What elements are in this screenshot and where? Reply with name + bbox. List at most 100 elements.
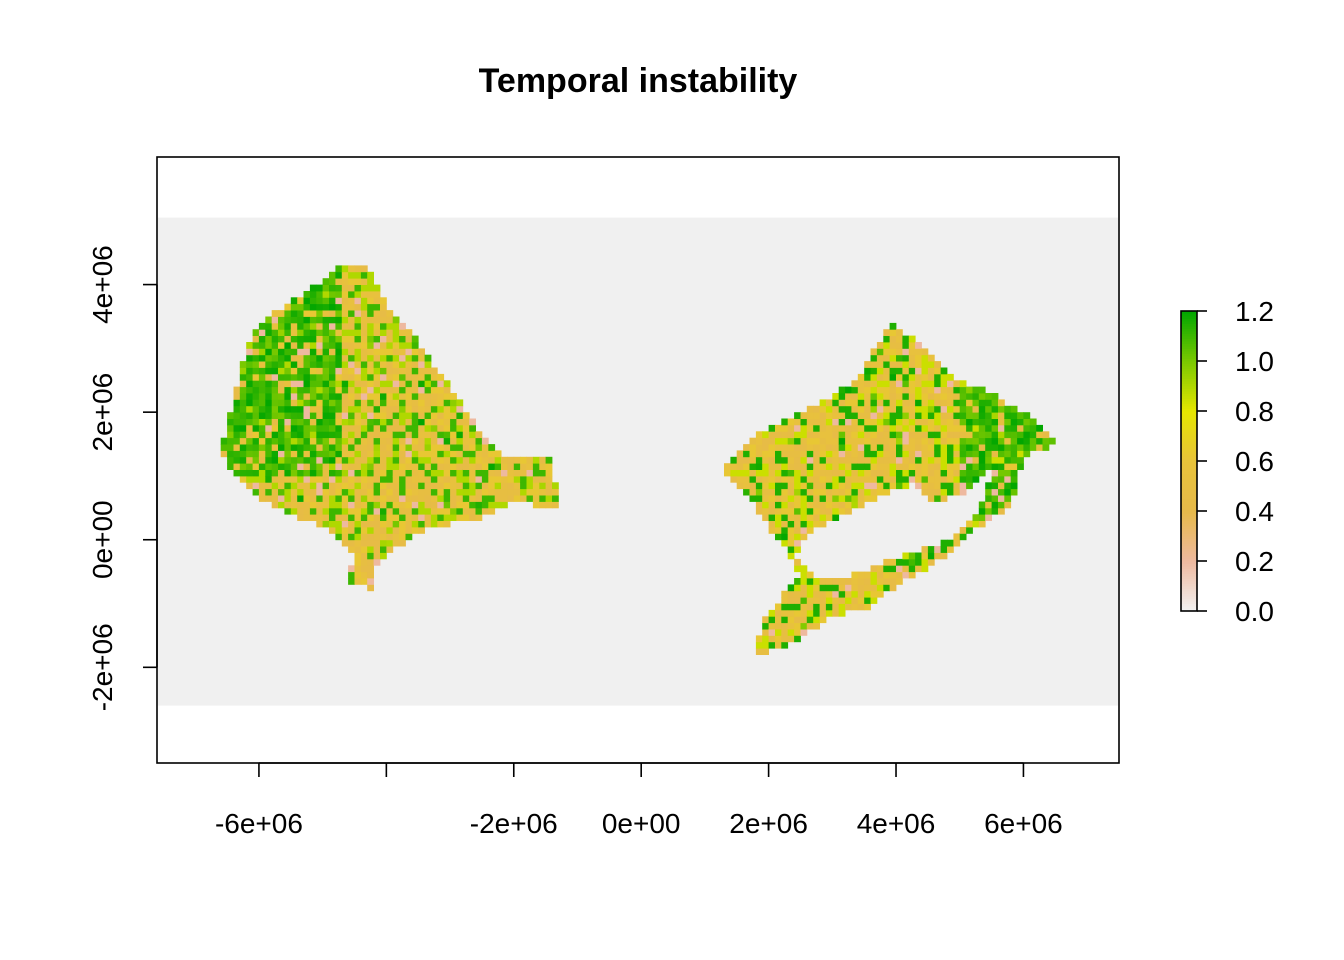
raster-cell — [405, 335, 413, 343]
raster-cell — [354, 533, 362, 541]
raster-cell — [246, 380, 253, 388]
raster-cell — [947, 386, 954, 394]
raster-cell — [806, 609, 814, 617]
raster-cell — [876, 393, 884, 400]
raster-cell — [335, 271, 343, 279]
raster-cell — [469, 437, 476, 445]
raster-cell — [768, 520, 776, 528]
raster-cell — [341, 278, 349, 285]
raster-cell — [998, 482, 1005, 490]
raster-cell — [845, 488, 852, 496]
legend-swatch — [1181, 526, 1197, 529]
raster-cell — [348, 546, 355, 553]
raster-cell — [360, 418, 368, 426]
raster-cell — [322, 386, 330, 394]
raster-cell — [380, 418, 387, 426]
raster-cell — [972, 418, 980, 426]
raster-cell — [736, 450, 744, 458]
raster-cell — [258, 322, 266, 330]
raster-cell — [736, 456, 744, 464]
raster-cell — [360, 488, 368, 496]
raster-cell — [857, 469, 865, 477]
raster-cell — [354, 412, 362, 419]
legend-swatch — [1181, 356, 1197, 359]
raster-cell — [252, 380, 260, 388]
raster-cell — [348, 386, 355, 394]
raster-cell — [335, 329, 343, 336]
raster-cell — [348, 539, 355, 547]
raster-cell — [424, 354, 432, 362]
raster-cell — [322, 418, 330, 426]
raster-cell — [902, 463, 910, 470]
raster-cell — [469, 456, 476, 464]
raster-cell — [411, 431, 419, 439]
raster-cell — [271, 495, 279, 502]
raster-cell — [405, 456, 413, 464]
raster-cell — [743, 469, 750, 477]
raster-cell — [915, 342, 922, 349]
raster-cell — [411, 373, 419, 381]
raster-cell — [233, 424, 241, 432]
raster-cell — [456, 456, 464, 464]
raster-cell — [800, 603, 808, 611]
raster-cell — [303, 482, 311, 490]
raster-cell — [755, 475, 763, 483]
raster-cell — [303, 354, 311, 362]
raster-cell — [864, 380, 871, 388]
raster-cell — [335, 424, 343, 432]
raster-cell — [265, 367, 273, 375]
raster-cell — [380, 405, 387, 413]
raster-cell — [341, 310, 349, 317]
x-tick-label: -6e+06 — [215, 808, 303, 839]
raster-cell — [870, 463, 878, 470]
raster-cell — [284, 361, 292, 368]
raster-cell — [271, 380, 279, 388]
raster-cell — [367, 412, 374, 419]
raster-cell — [825, 469, 833, 477]
legend-swatch — [1181, 583, 1197, 587]
raster-cell — [998, 488, 1005, 496]
raster-cell — [392, 456, 400, 464]
raster-cell — [851, 463, 859, 470]
raster-cell — [819, 590, 827, 598]
raster-cell — [380, 475, 387, 483]
raster-cell — [341, 354, 349, 362]
raster-cell — [450, 463, 457, 470]
raster-cell — [469, 514, 476, 521]
raster-cell — [341, 399, 349, 407]
raster-cell — [532, 482, 540, 490]
raster-cell — [813, 520, 820, 528]
raster-cell — [329, 450, 336, 458]
raster-cell — [876, 418, 884, 426]
raster-cell — [335, 265, 343, 273]
raster-cell — [335, 386, 343, 394]
raster-cell — [278, 399, 285, 407]
raster-cell — [335, 335, 343, 343]
raster-cell — [373, 367, 381, 375]
raster-cell — [800, 469, 808, 477]
raster-cell — [851, 431, 859, 439]
raster-cell — [316, 424, 324, 432]
legend-swatch — [1181, 321, 1197, 324]
raster-cell — [1004, 469, 1012, 477]
raster-cell — [800, 501, 808, 509]
raster-cell — [278, 335, 285, 343]
raster-cell — [902, 399, 910, 407]
raster-cell — [794, 495, 801, 502]
raster-cell — [424, 482, 432, 490]
raster-cell — [883, 558, 891, 566]
raster-cell — [921, 367, 929, 375]
raster-cell — [876, 380, 884, 388]
raster-cell — [851, 469, 859, 477]
raster-cell — [271, 354, 279, 362]
raster-cell — [488, 507, 496, 515]
raster-cell — [367, 291, 374, 298]
raster-cell — [335, 431, 343, 439]
raster-cell — [985, 450, 992, 458]
raster-cell — [284, 437, 292, 445]
raster-cell — [902, 558, 910, 566]
raster-cell — [851, 590, 859, 598]
raster-cell — [316, 444, 324, 451]
raster-cell — [246, 393, 253, 400]
legend-swatch — [1181, 373, 1197, 377]
